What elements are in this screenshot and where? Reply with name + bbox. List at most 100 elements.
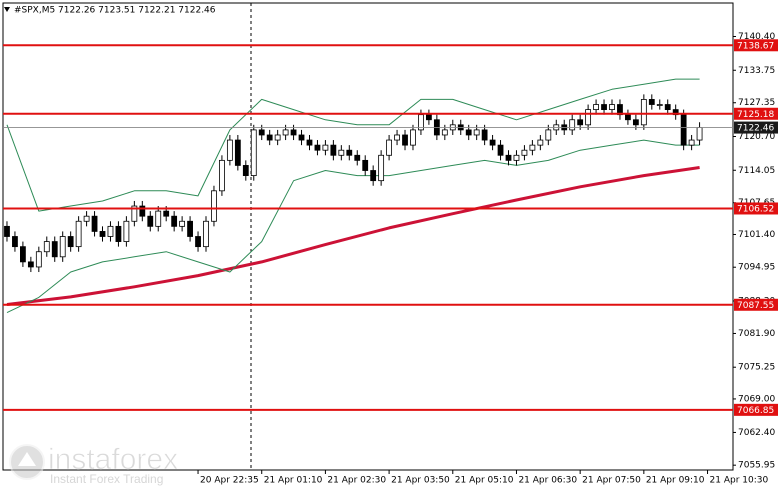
candle-body [99,231,106,237]
candle-body [330,144,337,156]
level-box [734,107,778,120]
level-box [734,39,778,52]
candle-body [410,129,416,146]
candle-body [67,236,74,248]
level-label: 7066.85 [737,406,774,416]
candle-body [274,134,281,141]
y-tick-label: 7140.40 [738,32,775,42]
candle-body [234,139,241,166]
candle-body [664,104,671,110]
candle-body [338,149,345,156]
indicator-line [6,139,700,314]
candle-body [163,210,170,217]
candle-body [640,99,647,126]
x-tick-label: 21 Apr 05:10 [455,476,514,486]
title-group: #SPX,M5 7122.26 7123.51 7122.21 7122.46 [4,6,216,16]
candle-body [656,104,663,106]
candle-body [394,134,400,141]
candle-body [314,144,321,151]
candle-body [282,129,289,136]
y-tick-label: 7101.40 [738,230,775,240]
candle-body [577,119,584,126]
candle-body [354,154,361,161]
candle-body [147,215,154,227]
chart-title: #SPX,M5 7122.26 7123.51 7122.21 7122.46 [14,6,216,16]
candle-body [529,144,536,151]
watermark: instaforex Instant Forex Trading [9,443,178,486]
candle-body [322,144,329,151]
level-box [734,298,778,311]
candle-body [12,236,18,248]
level-label: 7138.67 [737,41,774,51]
candle-body [425,114,432,121]
candle-body [489,139,496,146]
current-price-box [734,121,778,134]
watermark-brand: instaforex [48,443,178,476]
candle-body [91,215,98,232]
candle-body [195,236,201,248]
candle-body [171,215,178,227]
candle-body [131,205,138,222]
candle-body [83,215,90,222]
candle-body [625,114,631,121]
x-tick-label: 21 Apr 06:30 [518,476,577,486]
level-box [734,202,778,215]
candle-body [593,104,599,110]
y-tick-label: 7081.90 [738,329,775,339]
candle-body [521,149,528,156]
x-tick-label: 21 Apr 02:30 [327,476,386,486]
candle-body [59,236,66,258]
y-tick-label: 7120.70 [738,132,775,142]
candle-body [298,134,305,141]
candle-body [75,220,82,248]
candle-body [370,170,377,182]
candle-body [441,129,448,136]
candle-body [258,129,265,136]
level-label: 7106.52 [737,204,774,214]
y-tick-label: 7114.05 [738,166,775,176]
x-tick-label: 20 Apr 22:35 [200,476,259,486]
candle-body [115,225,122,242]
candle-body [27,261,34,268]
y-tick-label: 7055.95 [738,461,775,471]
title-icon [4,7,10,12]
candle-body [378,154,385,182]
candle-body [179,220,186,227]
candle-body [20,246,26,263]
candle-body [43,241,50,253]
plot-frame [2,2,734,471]
candle-body [139,205,146,217]
candle-body [688,139,695,146]
candle-body [155,210,162,227]
indicator-line [6,78,700,212]
candle-body [203,220,209,248]
candle-body [569,119,576,131]
current-price-label: 7122.46 [737,124,774,134]
x-tick-label: 21 Apr 10:30 [710,476,769,486]
candle-body [402,134,408,146]
y-tick-label: 7133.75 [738,66,775,76]
candle-body [250,129,257,176]
y-tick-label: 7069.00 [738,394,775,404]
candle-body [187,220,193,237]
candle-body [632,119,639,126]
candle-body [290,129,297,136]
y-tick-label: 7062.40 [738,428,775,438]
candle-body [497,144,504,156]
watermark-logo-mark [18,452,36,466]
candle-body [123,220,130,242]
x-tick-label: 21 Apr 01:10 [264,476,323,486]
candle-body [211,190,217,222]
candle-body [51,241,58,258]
candle-body [4,225,10,237]
candle-body [306,139,313,146]
x-tick-label: 21 Apr 07:50 [582,476,641,486]
candle-body [585,109,592,126]
candle-body [107,225,114,237]
x-tick-label: 21 Apr 09:10 [646,476,705,486]
candle-body [386,139,392,156]
candle-body [680,114,687,146]
candle-body [545,129,552,141]
